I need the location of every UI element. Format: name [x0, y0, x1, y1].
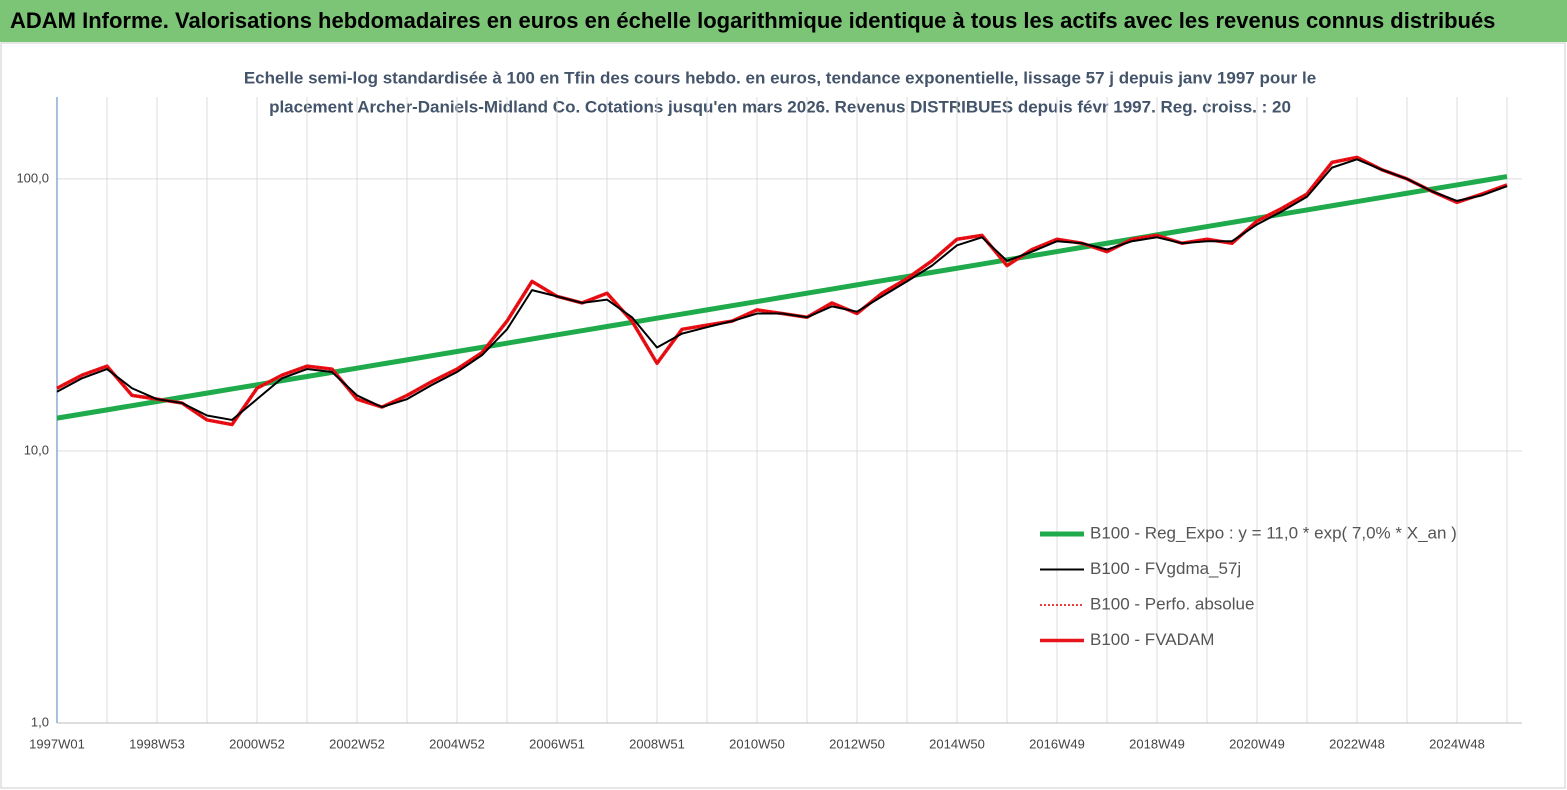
x-tick-label: 2010W50 — [729, 736, 785, 751]
x-tick-label: 2014W50 — [929, 736, 985, 751]
x-tick-label: 2000W52 — [229, 736, 285, 751]
y-tick-label: 100,0 — [16, 170, 49, 185]
legend-label: B100 - FVgdma_57j — [1090, 559, 1241, 578]
x-tick-label: 2012W50 — [829, 736, 885, 751]
chart-frame — [0, 42, 1566, 789]
page-title: ADAM Informe. Valorisations hebdomadaire… — [0, 0, 1567, 42]
chart: Echelle semi-log standardisée à 100 en T… — [0, 42, 1566, 789]
legend-label: B100 - Perfo. absolue — [1090, 594, 1254, 613]
y-tick-label: 10,0 — [24, 442, 49, 457]
data-line — [56, 156, 1508, 426]
data-line — [56, 174, 1508, 421]
x-tick-label: 2018W49 — [1129, 736, 1185, 751]
x-tick-label: 2008W51 — [629, 736, 685, 751]
legend-label: B100 - FVADAM — [1090, 630, 1214, 649]
x-tick-label: 2004W52 — [429, 736, 485, 751]
y-tick-label: 1,0 — [31, 714, 49, 729]
x-tick-label: 2006W51 — [529, 736, 585, 751]
x-tick-label: 1998W53 — [129, 736, 185, 751]
subtitle: placement Archer-Daniels-Midland Co. Cot… — [269, 97, 1291, 116]
x-tick-label: 2016W49 — [1029, 736, 1085, 751]
x-tick-label: 2020W49 — [1229, 736, 1285, 751]
x-tick-label: 2024W48 — [1429, 736, 1485, 751]
subtitle: Echelle semi-log standardisée à 100 en T… — [244, 68, 1316, 87]
x-tick-label: 2002W52 — [329, 736, 385, 751]
x-tick-label: 1997W01 — [29, 736, 85, 751]
x-tick-label: 2022W48 — [1329, 736, 1385, 751]
legend-label: B100 - Reg_Expo : y = 11,0 * exp( 7,0% *… — [1090, 523, 1457, 542]
data-line — [56, 158, 1508, 421]
